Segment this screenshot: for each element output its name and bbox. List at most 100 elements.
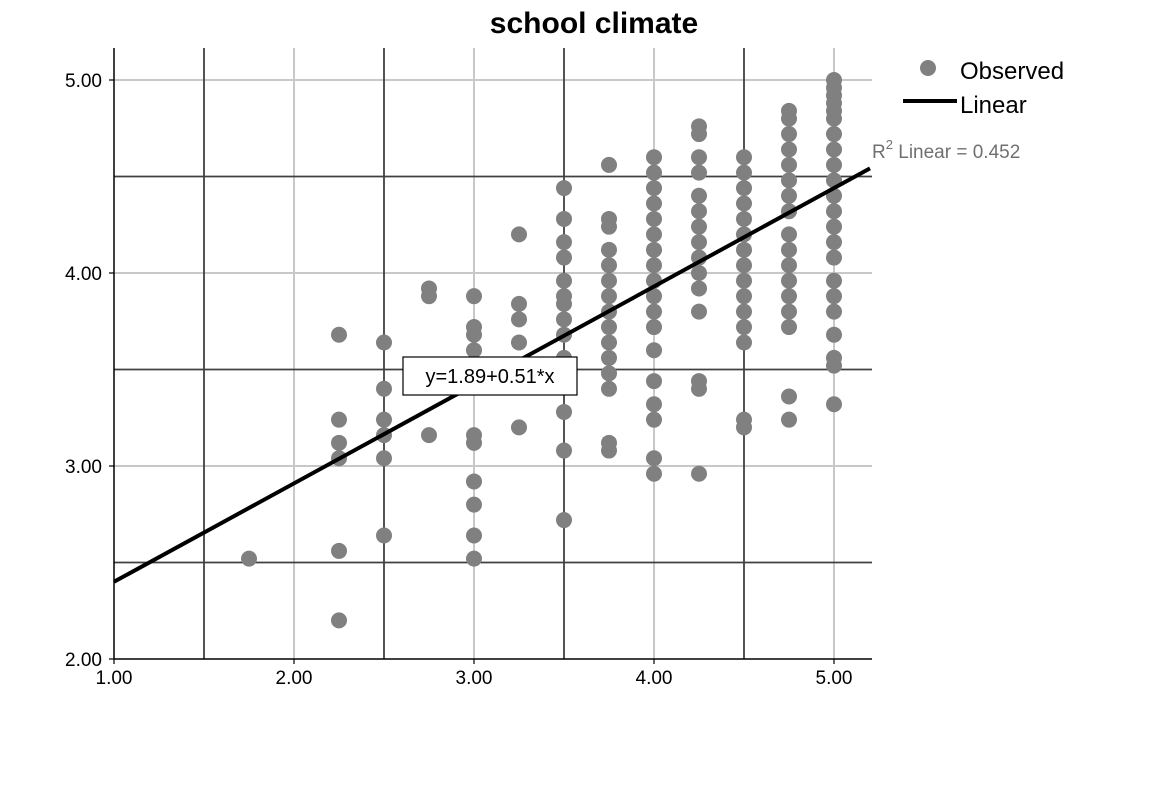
data-point — [556, 403, 572, 420]
data-point — [646, 288, 662, 305]
data-point — [601, 365, 617, 382]
data-point — [601, 288, 617, 305]
data-point — [556, 295, 572, 312]
data-point — [601, 272, 617, 289]
data-point — [646, 342, 662, 359]
data-point — [331, 326, 347, 343]
x-ticks: 1.00 2.00 3.00 4.00 5.00 — [96, 659, 852, 689]
data-point — [826, 156, 842, 173]
data-point — [331, 612, 347, 629]
data-point — [646, 210, 662, 227]
data-point — [646, 396, 662, 413]
x-tick-label: 4.00 — [636, 668, 673, 689]
data-point — [601, 380, 617, 397]
points — [241, 72, 842, 629]
data-point — [646, 241, 662, 258]
data-point — [646, 319, 662, 336]
data-point — [736, 164, 752, 181]
equation-box: y=1.89+0.51*x — [402, 356, 578, 396]
data-point — [601, 334, 617, 351]
data-point — [646, 164, 662, 181]
x-tick-label: 3.00 — [456, 668, 493, 689]
data-point — [691, 303, 707, 320]
data-point — [691, 380, 707, 397]
data-point — [736, 288, 752, 305]
data-point — [331, 542, 347, 559]
data-point — [736, 334, 752, 351]
data-point — [691, 465, 707, 482]
y-tick-label: 4.00 — [65, 264, 102, 285]
data-point — [511, 419, 527, 436]
data-point — [781, 126, 797, 143]
data-point — [511, 311, 527, 328]
data-point — [781, 272, 797, 289]
data-point — [826, 303, 842, 320]
data-point — [421, 427, 437, 444]
data-point — [826, 249, 842, 266]
data-point — [646, 180, 662, 197]
data-point — [736, 272, 752, 289]
data-point — [601, 319, 617, 336]
r2-annotation: R2 Linear = 0.452 — [872, 137, 1020, 163]
data-point — [826, 141, 842, 158]
equation-label: y=1.89+0.51*x — [426, 366, 555, 388]
x-tick-label: 2.00 — [276, 668, 313, 689]
chart-title: school climate — [490, 7, 698, 40]
data-point — [421, 288, 437, 305]
data-point — [826, 203, 842, 220]
equation-box-frame — [402, 356, 578, 396]
data-point — [781, 172, 797, 189]
data-point — [826, 126, 842, 143]
data-point — [826, 110, 842, 127]
data-point — [781, 187, 797, 204]
data-point — [601, 349, 617, 366]
data-point — [466, 434, 482, 451]
data-point — [376, 411, 392, 428]
data-point — [601, 218, 617, 235]
data-point — [601, 156, 617, 173]
data-point — [691, 234, 707, 251]
data-point — [691, 187, 707, 204]
data-point — [646, 411, 662, 428]
axes — [113, 48, 872, 660]
data-point — [781, 288, 797, 305]
data-point — [691, 218, 707, 235]
data-point — [691, 203, 707, 220]
data-point — [736, 419, 752, 436]
data-point — [646, 195, 662, 212]
y-tick-label: 3.00 — [65, 457, 102, 478]
data-point — [646, 450, 662, 467]
data-point — [601, 257, 617, 274]
data-point — [781, 141, 797, 158]
data-point — [556, 311, 572, 328]
data-point — [691, 265, 707, 281]
data-point — [511, 226, 527, 243]
data-point — [556, 442, 572, 459]
data-point — [466, 550, 482, 567]
data-point — [736, 149, 752, 166]
data-point — [826, 326, 842, 343]
data-point — [781, 303, 797, 320]
r2-text: Linear = 0.452 — [893, 142, 1020, 163]
data-point — [556, 234, 572, 251]
data-point — [826, 234, 842, 251]
data-point — [646, 257, 662, 274]
y-tick-label: 2.00 — [65, 650, 102, 671]
data-point — [646, 373, 662, 390]
data-point — [556, 512, 572, 529]
data-point — [691, 280, 707, 297]
data-point — [376, 380, 392, 397]
data-point — [781, 388, 797, 405]
data-point — [736, 257, 752, 274]
data-point — [736, 180, 752, 197]
data-point — [691, 149, 707, 166]
data-point — [331, 411, 347, 428]
data-point — [826, 288, 842, 305]
data-point — [466, 473, 482, 490]
data-point — [781, 110, 797, 127]
data-point — [646, 465, 662, 482]
x-tick-label: 1.00 — [96, 668, 133, 689]
data-point — [601, 442, 617, 459]
data-point — [736, 195, 752, 212]
